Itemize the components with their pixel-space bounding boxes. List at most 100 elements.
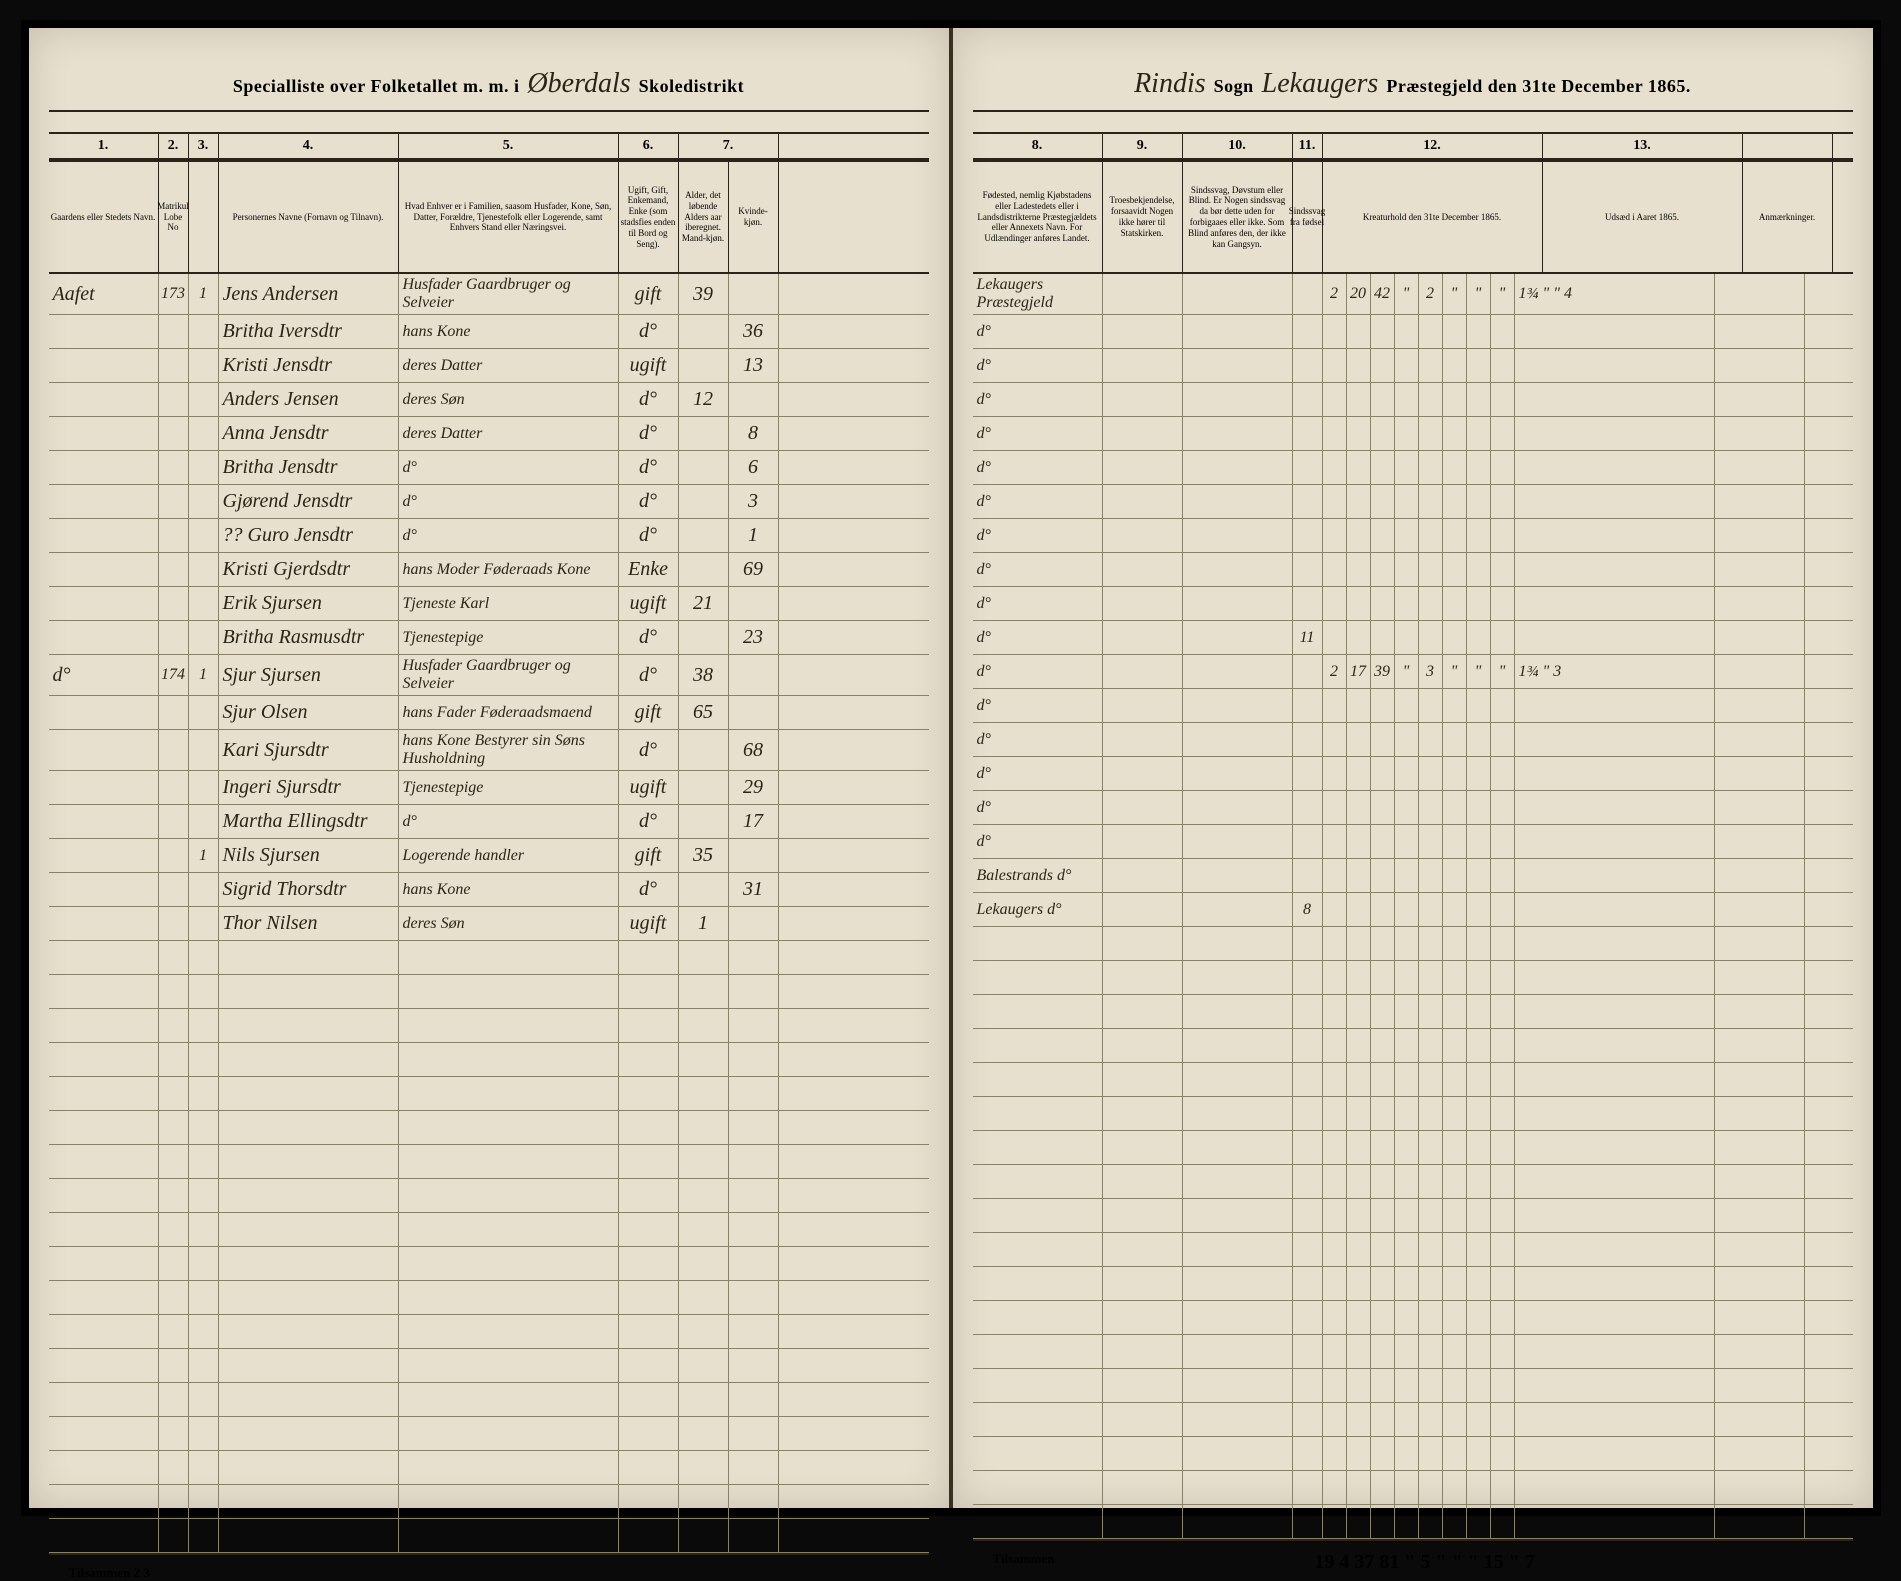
kreatur-cell: [1491, 417, 1515, 450]
kreatur-cell: [1419, 315, 1443, 348]
kreatur-cell: [1491, 485, 1515, 518]
empty-row: [973, 1335, 1853, 1369]
empty-row: [973, 1369, 1853, 1403]
table-row: 1Nils SjursenLogerende handlergift35: [49, 839, 929, 873]
gaard-cell: [49, 771, 159, 804]
age-k-cell: 17: [729, 805, 779, 838]
footer-left: Tilsammen 2 3: [49, 1555, 929, 1581]
udsaed-cell: [1515, 417, 1715, 450]
kreatur-cell: [1419, 621, 1443, 654]
gaard-cell: Aafet: [49, 274, 159, 314]
fodested-cell: d°: [973, 689, 1103, 722]
udsaed-cell: [1515, 349, 1715, 382]
kreatur-cell: ": [1443, 274, 1467, 314]
empty-row: [49, 1111, 929, 1145]
age-k-cell: 29: [729, 771, 779, 804]
kreatur-cell: [1467, 587, 1491, 620]
kreatur-cell: [1395, 723, 1419, 756]
empty-row: [49, 1485, 929, 1519]
column-numbers-left: 1. 2. 3. 4. 5. 6. 7.: [49, 132, 929, 160]
empty-row: [49, 1281, 929, 1315]
kreatur-cell: [1347, 757, 1371, 790]
empty-row: [49, 1077, 929, 1111]
age-m-cell: 38: [679, 655, 729, 695]
c11-cell: [1293, 349, 1323, 382]
h-cell: [189, 587, 219, 620]
udsaed-cell: [1515, 383, 1715, 416]
kreatur-cell: [1443, 825, 1467, 858]
kreatur-cell: [1395, 893, 1419, 926]
kreatur-cell: [1491, 791, 1515, 824]
kreatur-cell: [1467, 315, 1491, 348]
data-rows-left: Aafet1731Jens AndersenHusfader Gaardbrug…: [49, 274, 929, 1555]
table-row: d°: [973, 723, 1853, 757]
age-m-cell: [679, 519, 729, 552]
udsaed-cell: [1515, 689, 1715, 722]
h-cell: [189, 383, 219, 416]
navn-cell: Britha Rasmusdtr: [219, 621, 399, 654]
h-cell: [189, 349, 219, 382]
ugift-cell: gift: [619, 274, 679, 314]
kreatur-cell: [1347, 893, 1371, 926]
mno-cell: [159, 839, 189, 872]
kreatur-cell: [1323, 893, 1347, 926]
empty-row: [973, 1097, 1853, 1131]
empty-row: [973, 1131, 1853, 1165]
kreatur-cell: ": [1491, 274, 1515, 314]
table-row: d°: [973, 825, 1853, 859]
ugift-cell: gift: [619, 839, 679, 872]
kreatur-cell: [1467, 417, 1491, 450]
age-m-cell: 39: [679, 274, 729, 314]
age-k-cell: [729, 274, 779, 314]
kreatur-cell: [1467, 689, 1491, 722]
c11-cell: [1293, 451, 1323, 484]
kreatur-cell: [1491, 757, 1515, 790]
kreatur-cell: [1419, 689, 1443, 722]
age-k-cell: [729, 383, 779, 416]
age-k-cell: 68: [729, 730, 779, 770]
ugift-cell: d°: [619, 873, 679, 906]
ugift-cell: d°: [619, 730, 679, 770]
fodested-cell: d°: [973, 315, 1103, 348]
empty-row: [973, 1471, 1853, 1505]
table-row: Sigrid Thorsdtrhans Koned°31: [49, 873, 929, 907]
empty-row: [49, 1383, 929, 1417]
udsaed-cell: [1515, 519, 1715, 552]
age-k-cell: [729, 696, 779, 729]
gaard-cell: d°: [49, 655, 159, 695]
kreatur-cell: [1371, 791, 1395, 824]
column-headers-right: Fødested, nemlig Kjøbstadens eller Lades…: [973, 160, 1853, 274]
udsaed-cell: [1515, 723, 1715, 756]
ugift-cell: d°: [619, 485, 679, 518]
kreatur-cell: [1395, 451, 1419, 484]
kreatur-cell: [1347, 553, 1371, 586]
kreatur-cell: [1395, 553, 1419, 586]
kreatur-cell: [1443, 349, 1467, 382]
age-m-cell: 12: [679, 383, 729, 416]
navn-cell: Erik Sjursen: [219, 587, 399, 620]
navn-cell: Kari Sjursdtr: [219, 730, 399, 770]
gaard-cell: [49, 730, 159, 770]
stand-cell: Husfader Gaardbruger og Selveier: [399, 274, 619, 314]
empty-row: [49, 1043, 929, 1077]
mno-cell: [159, 805, 189, 838]
kreatur-cell: [1347, 621, 1371, 654]
table-row: Anna Jensdtrderes Datterd°8: [49, 417, 929, 451]
left-page: Specialliste over Folketallet m. m. i Øb…: [29, 28, 951, 1508]
mno-cell: [159, 451, 189, 484]
table-row: d°: [973, 417, 1853, 451]
kreatur-cell: [1395, 417, 1419, 450]
ugift-cell: Enke: [619, 553, 679, 586]
ugift-cell: d°: [619, 519, 679, 552]
fodested-cell: d°: [973, 417, 1103, 450]
gaard-cell: [49, 485, 159, 518]
age-k-cell: 23: [729, 621, 779, 654]
kreatur-cell: [1443, 519, 1467, 552]
column-headers-left: Gaardens eller Stedets Navn. Matrikul Lo…: [49, 160, 929, 274]
kreatur-cell: ": [1467, 274, 1491, 314]
age-k-cell: [729, 587, 779, 620]
navn-cell: Sjur Sjursen: [219, 655, 399, 695]
table-row: d°21739"3"""1¾ " 3: [973, 655, 1853, 689]
kreatur-cell: [1347, 485, 1371, 518]
udsaed-cell: [1515, 859, 1715, 892]
